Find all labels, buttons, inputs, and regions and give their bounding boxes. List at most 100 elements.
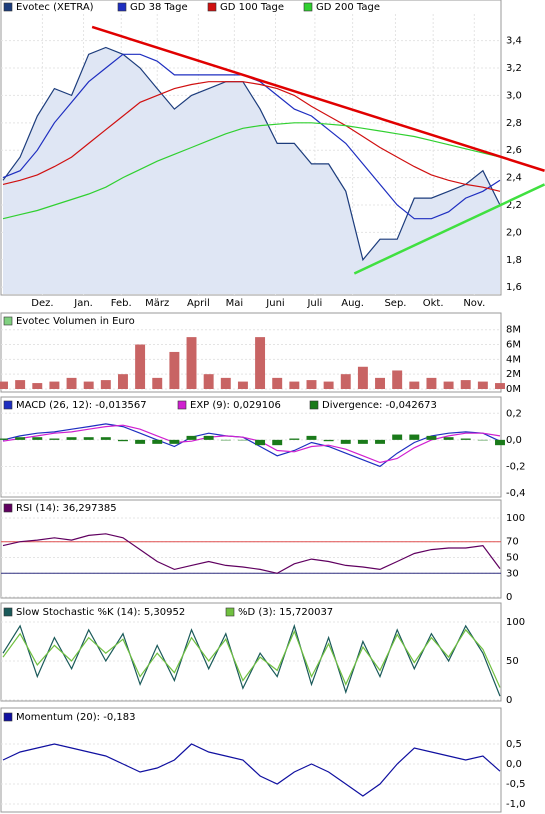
bar	[100, 437, 111, 440]
y-tick-label: 1,6	[506, 282, 522, 293]
bar	[357, 366, 368, 389]
y-tick-label: 50	[506, 553, 519, 564]
legend-label: MACD (26, 12): -0,013567	[16, 400, 147, 411]
legend-swatch	[3, 400, 13, 410]
y-tick-label: -0,4	[506, 488, 526, 499]
bar	[66, 377, 77, 389]
bar	[460, 438, 471, 440]
panel-frame	[0, 396, 502, 498]
x-tick-label: Nov.	[463, 298, 485, 309]
bar	[340, 374, 351, 389]
legend-label: Momentum (20): -0,183	[16, 712, 135, 723]
bar	[409, 381, 420, 389]
bar	[203, 374, 214, 389]
bar	[100, 380, 111, 389]
panel-frame	[0, 707, 502, 813]
x-tick-label: April	[187, 298, 210, 309]
bar	[460, 380, 471, 389]
price-area	[3, 47, 500, 294]
series-line	[2, 423, 501, 468]
bar	[272, 439, 283, 446]
bar	[203, 435, 214, 440]
legend-label: Evotec Volumen in Euro	[16, 316, 135, 327]
bar	[32, 437, 43, 440]
x-tick-label: Jan.	[73, 298, 93, 309]
legend-swatch	[3, 2, 13, 12]
bar	[443, 437, 454, 440]
y-tick-label: 2,8	[506, 118, 522, 129]
bar	[375, 377, 386, 389]
series-line	[2, 122, 501, 220]
legend-label: RSI (14): 36,297385	[16, 503, 117, 514]
bar	[49, 381, 60, 389]
bar	[169, 439, 180, 444]
y-tick-label: 50	[506, 656, 519, 667]
bar	[49, 438, 60, 440]
y-tick-label: 0,5	[506, 739, 522, 750]
x-tick-label: Feb.	[111, 298, 132, 309]
legend-label: %D (3): 15,720037	[238, 607, 333, 618]
y-tick-label: 0,0	[506, 435, 522, 446]
series-line	[2, 533, 501, 574]
x-tick-label: Aug.	[341, 298, 364, 309]
y-tick-label: 2,2	[506, 200, 522, 211]
legend-label: GD 200 Tage	[316, 2, 380, 13]
bar	[220, 377, 231, 389]
y-tick-label: 2,0	[506, 227, 522, 238]
legend-swatch	[303, 2, 313, 12]
bar	[237, 381, 248, 389]
bar	[323, 439, 334, 442]
x-tick-label: Okt.	[423, 298, 444, 309]
bar	[443, 381, 454, 389]
bar	[272, 377, 283, 389]
bar	[289, 438, 300, 440]
y-tick-label: 4M	[506, 354, 521, 365]
legend-swatch	[177, 400, 187, 410]
bar	[15, 437, 26, 440]
trend-line	[91, 25, 545, 172]
bar	[255, 337, 266, 389]
bar	[15, 380, 26, 389]
legend-label: Slow Stochastic %K (14): 5,30952	[16, 607, 185, 618]
bar	[0, 438, 8, 440]
y-tick-label: 2,6	[506, 145, 522, 156]
bar	[323, 381, 334, 389]
legend-swatch	[3, 316, 13, 326]
bar	[117, 374, 128, 389]
bar	[392, 370, 403, 389]
y-tick-label: 2,4	[506, 173, 522, 184]
y-tick-label: 8M	[506, 325, 521, 336]
legend-label: EXP (9): 0,029106	[190, 400, 281, 411]
legend-swatch	[207, 2, 217, 12]
legend-swatch	[117, 2, 127, 12]
x-tick-label: Mai	[226, 298, 244, 309]
panel-frame	[0, 499, 502, 599]
bar	[409, 434, 420, 440]
x-tick-label: März	[145, 298, 169, 309]
bar	[169, 351, 180, 389]
bar	[83, 437, 94, 440]
y-tick-label: 3,4	[506, 36, 522, 47]
y-tick-label: 1,8	[506, 255, 522, 266]
bar	[32, 383, 43, 389]
legend-label: GD 38 Tage	[130, 2, 188, 13]
bar	[477, 381, 488, 389]
panel-frame	[0, 312, 502, 393]
bar	[426, 435, 437, 440]
y-tick-label: -0,2	[506, 461, 526, 472]
bar	[375, 439, 386, 444]
y-tick-label: 70	[506, 537, 519, 548]
bar	[186, 337, 197, 389]
bar	[392, 434, 403, 440]
bar	[152, 439, 163, 444]
bar	[426, 377, 437, 389]
legend-label: GD 100 Tage	[220, 2, 284, 13]
y-tick-label: 6M	[506, 340, 521, 351]
bar	[135, 439, 146, 444]
series-line	[2, 81, 501, 192]
bar	[237, 439, 248, 441]
bar	[357, 439, 368, 444]
trend-line	[353, 183, 545, 275]
legend-label: Divergence: -0,042673	[322, 400, 437, 411]
